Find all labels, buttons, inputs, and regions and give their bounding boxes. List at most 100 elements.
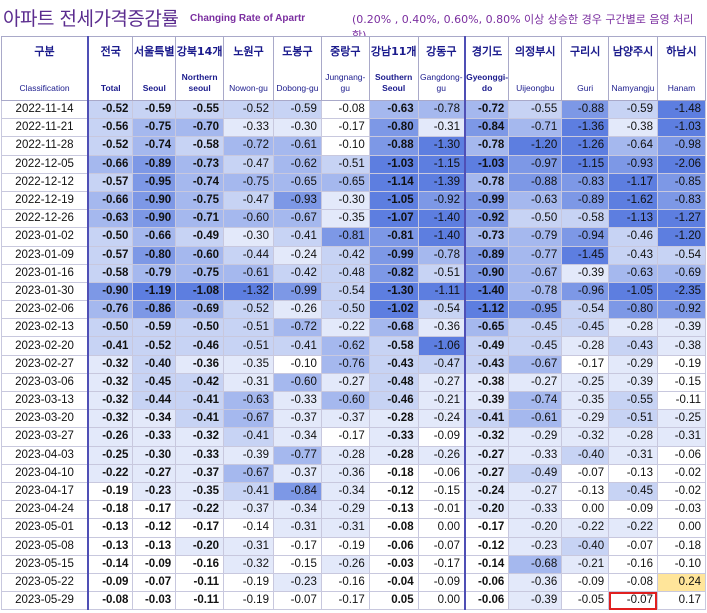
rate-cell: -0.58 (87, 263, 134, 283)
rate-cell: -0.51 (223, 336, 274, 356)
rate-cell: -0.15 (272, 554, 322, 574)
rate-cell: -0.06 (463, 591, 510, 611)
column-header-kr: 의정부시 (515, 45, 556, 58)
rate-cell: -0.13 (87, 536, 134, 556)
rate-cell: -0.60 (175, 245, 225, 265)
rate-cell: -0.10 (656, 554, 707, 574)
rate-cell: -0.27 (320, 372, 370, 393)
rate-cell: -1.15 (417, 154, 466, 174)
rate-cell: -0.30 (223, 227, 274, 247)
rate-cell: -0.55 (508, 99, 563, 120)
rate-cell: -0.30 (320, 190, 370, 211)
row-date: 2022-12-12 (1, 172, 89, 192)
rate-cell: -0.90 (463, 263, 510, 283)
rate-cell: -0.26 (87, 427, 134, 447)
row-date: 2022-12-26 (1, 209, 89, 229)
rate-cell: -0.51 (417, 263, 466, 283)
rate-cell: -0.12 (132, 518, 177, 538)
rate-cell: -0.78 (417, 245, 466, 265)
rate-cell: 0.00 (417, 591, 466, 611)
rate-cell: -0.16 (320, 572, 370, 593)
rate-cell: -1.08 (175, 281, 225, 302)
rate-cell: -0.06 (417, 463, 466, 483)
rate-cell: -0.31 (272, 518, 322, 538)
rate-cell: -0.07 (272, 591, 322, 611)
column-header: 남양주시 Namyangju (608, 36, 658, 101)
rate-cell: -1.03 (463, 154, 510, 174)
rate-cell: -0.67 (272, 209, 322, 229)
table-row: 2023-05-01 -0.13 -0.12 -0.17 -0.14 -0.31 -0.31… (1, 518, 707, 538)
rate-cell: -0.33 (223, 118, 274, 138)
rate-cell: -0.33 (368, 427, 419, 447)
rate-cell: -1.12 (463, 300, 510, 320)
rate-cell: -0.09 (87, 572, 134, 593)
table-row: 2023-05-08 -0.13 -0.13 -0.20 -0.31 -0.17 -0.19… (1, 536, 707, 556)
rate-cell: -0.29 (320, 500, 370, 520)
rate-cell: -0.07 (608, 536, 658, 556)
rate-cell: -0.34 (272, 500, 322, 520)
rate-cell: -0.76 (320, 354, 370, 374)
rate-cell: -0.85 (656, 172, 707, 192)
rate-cell: -1.30 (368, 281, 419, 302)
rate-cell: -0.31 (656, 427, 707, 447)
row-date: 2023-01-30 (1, 281, 89, 302)
rate-cell: -0.29 (508, 427, 563, 447)
rate-cell: -0.80 (368, 118, 419, 138)
rate-cell: -0.86 (132, 300, 177, 320)
rate-cell: -0.37 (175, 463, 225, 483)
rate-cell: -0.99 (368, 245, 419, 265)
rate-cell: -0.36 (417, 318, 466, 338)
rate-cell: -0.35 (175, 481, 225, 502)
table-row: 2023-04-03 -0.25 -0.30 -0.33 -0.39 -0.77 -0.28… (1, 445, 707, 465)
rate-cell: -0.25 (561, 372, 610, 393)
rate-cell: -0.50 (175, 318, 225, 338)
rate-cell: -0.81 (320, 227, 370, 247)
rate-cell: -1.13 (608, 209, 658, 229)
row-date: 2023-04-10 (1, 463, 89, 483)
rate-cell: -1.05 (368, 190, 419, 211)
rate-cell: -0.15 (417, 481, 466, 502)
rate-cell: -0.38 (656, 336, 707, 356)
rate-cell: -0.51 (320, 154, 370, 174)
rate-cell: -0.18 (368, 463, 419, 483)
rate-cell: -1.30 (417, 136, 466, 156)
rate-cell: -0.32 (561, 427, 610, 447)
rate-cell: -0.55 (608, 390, 658, 411)
rate-cell: -0.34 (132, 409, 177, 429)
row-date: 2023-05-22 (1, 572, 89, 593)
rate-cell: -0.73 (175, 154, 225, 174)
rate-cell: -0.16 (608, 554, 658, 574)
column-header-en: Jungnang-gu (325, 72, 366, 93)
rate-cell: -0.33 (132, 427, 177, 447)
rate-cell: -0.47 (223, 154, 274, 174)
rate-cell: -0.15 (656, 372, 707, 393)
rate-cell: -0.58 (175, 136, 225, 156)
rate-cell: -0.26 (320, 554, 370, 574)
rate-cell: -0.41 (175, 409, 225, 429)
rate-cell: -1.03 (368, 154, 419, 174)
column-header-kr: 구리시 (569, 45, 601, 58)
column-header: 서울특별 Seoul (132, 36, 177, 101)
rate-cell: -0.37 (223, 500, 274, 520)
rate-cell: -0.28 (368, 445, 419, 465)
rate-cell: -1.11 (417, 281, 466, 302)
rate-cell: -0.93 (272, 190, 322, 211)
rate-cell: -0.92 (417, 190, 466, 211)
rate-cell: -1.26 (561, 136, 610, 156)
rate-cell: -0.80 (132, 245, 177, 265)
rate-cell: -0.82 (368, 263, 419, 283)
rate-cell: -1.15 (561, 154, 610, 174)
rate-cell: -1.39 (417, 172, 466, 192)
rate-cell: -0.74 (175, 172, 225, 192)
rate-cell: -0.45 (508, 318, 563, 338)
rate-cell: -0.69 (656, 263, 707, 283)
rate-cell: -0.32 (223, 554, 274, 574)
rate-cell: -0.88 (508, 172, 563, 192)
column-header-en: Dobong-gu (276, 83, 319, 93)
rate-cell: -0.83 (656, 190, 707, 211)
rate-cell: -0.27 (508, 372, 563, 393)
rate-cell: -0.47 (223, 190, 274, 211)
rate-cell: -0.72 (272, 318, 322, 338)
rate-cell: -0.35 (223, 354, 274, 374)
rate-cell: -0.09 (417, 572, 466, 593)
